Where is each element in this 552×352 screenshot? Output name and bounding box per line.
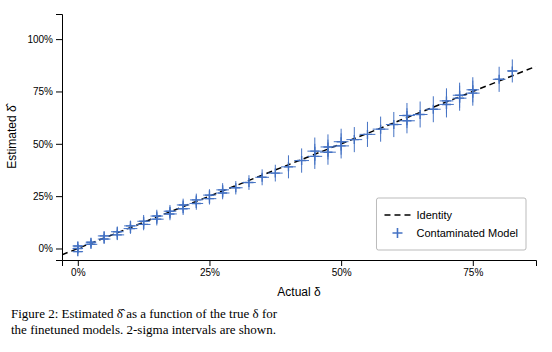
marks [62,59,536,256]
point [258,173,267,182]
x-axis-title: Actual δ [277,285,321,299]
point [113,227,122,236]
tick-mark [56,144,62,145]
point [468,85,477,94]
point [126,221,135,230]
point [271,169,280,178]
point [350,135,359,144]
tick-mark [56,196,62,197]
point [192,195,201,204]
caption-line: Figure 2: Estimated δ̂ as a function of … [11,306,278,321]
plot-area: 0% 25% 50% 75% 0% 25% 50% 75% 100% Actual δ Estima… [5,15,537,300]
y-axis-title: Estimated δ̂ [5,103,19,168]
y-axis: 0% 25% 50% 75% 100% [27,15,62,261]
tick-mark [209,260,210,266]
point [231,183,240,192]
tick-label: 100% [27,34,53,45]
tick-label: 0% [39,243,54,254]
x-axis: 0% 25% 50% 75% [63,260,537,278]
point [402,111,411,120]
tick-label: 75% [33,86,53,97]
legend-frame [376,198,526,250]
point [139,217,148,226]
point [310,147,319,156]
point [244,178,253,187]
tick-mark [56,248,62,249]
point [363,130,372,139]
point [86,238,95,247]
point [416,110,425,119]
tick: 25% [200,260,220,278]
caption: Figure 2: Estimated δ̂ as a function of … [11,306,278,337]
caption-line: the finetuned models. 2-sigma intervals … [11,322,276,337]
point [323,142,332,151]
tick: 75% [463,260,483,278]
point [179,200,188,209]
tick-label: 25% [33,191,53,202]
tick: 0% [71,260,86,278]
tick-mark [78,260,79,266]
point [297,156,306,165]
chart-container: 0% 25% 50% 75% 0% 25% 50% 75% 100% Actual δ Estima… [0,0,552,352]
legend-label: Identity [416,209,452,221]
tick-label: 50% [33,139,53,150]
point [284,162,293,171]
line [62,66,536,254]
point [73,241,82,250]
legend: Identity Contaminated Model [376,198,526,250]
series-scatter [73,59,518,256]
legend-swatch [392,228,402,238]
point [376,125,385,134]
point [152,212,161,221]
point [389,120,398,129]
point [205,191,214,200]
tick-label: 0% [71,267,86,278]
legend-label: Contaminated Model [416,227,518,239]
tick: 50% [332,260,352,278]
point [495,75,504,84]
series-line [62,66,536,254]
legend-item: Identity [384,209,452,221]
tick-label: 25% [200,267,220,278]
point [508,66,517,75]
point [218,185,227,194]
tick: 0% [39,243,62,254]
point [455,91,464,100]
tick: 25% [33,191,62,202]
tick: 100% [27,34,62,45]
axis-line [63,261,537,267]
tick-label: 75% [463,267,483,278]
legend-swatch [384,214,410,216]
tick: 75% [33,86,62,97]
tick-label: 50% [332,267,352,278]
point [429,105,438,114]
axis-line [56,15,63,261]
point [442,96,451,105]
tick-mark [56,39,62,40]
chart-svg: 0% 25% 50% 75% 0% 25% 50% 75% 100% Actual δ Estima… [0,0,552,352]
tick-mark [341,260,342,266]
point [100,231,109,240]
point [165,207,174,216]
point [337,137,346,146]
tick: 50% [33,139,62,150]
legend-item: Contaminated Model [392,227,518,239]
tick-mark [56,91,62,92]
tick-mark [473,260,474,266]
